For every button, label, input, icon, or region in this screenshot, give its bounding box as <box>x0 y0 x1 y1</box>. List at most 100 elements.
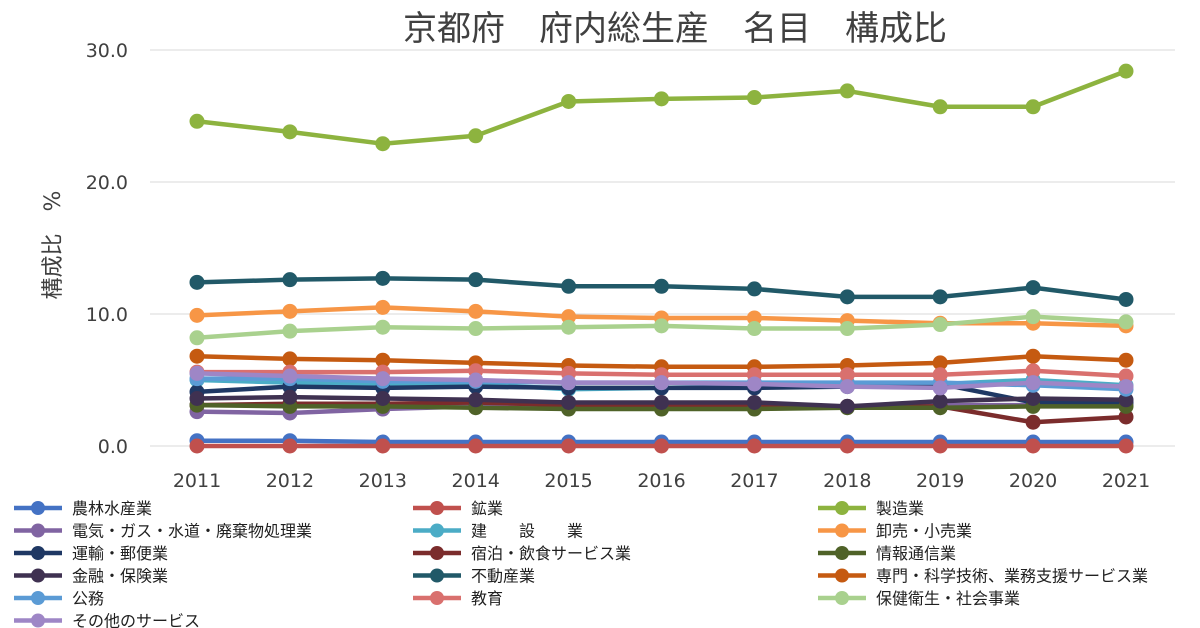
data-point <box>561 438 577 454</box>
legend-item: 卸売・小売業 <box>818 522 972 541</box>
data-point <box>654 278 669 294</box>
data-point <box>1025 280 1041 296</box>
data-point <box>282 303 298 319</box>
x-tick-label: 2018 <box>823 470 871 492</box>
data-point <box>468 392 484 408</box>
y-tick-label: 20.0 <box>86 172 128 194</box>
y-tick-label: 10.0 <box>86 304 128 326</box>
x-tick-label: 2013 <box>359 470 407 492</box>
legend-marker <box>430 546 444 560</box>
series-3 <box>189 63 1134 152</box>
data-point <box>468 128 484 144</box>
legend-label: 不動産業 <box>471 567 535 586</box>
data-point <box>839 321 855 337</box>
data-point <box>1118 379 1134 395</box>
data-point <box>375 270 391 286</box>
legend-label: 農林水産業 <box>72 499 152 518</box>
legend-item: 宿泊・飲食サービス業 <box>413 544 631 563</box>
legend-marker <box>430 501 444 515</box>
legend-item: 建 設 業 <box>413 522 583 541</box>
data-point <box>375 371 391 387</box>
data-point <box>468 372 484 388</box>
data-point <box>746 310 762 326</box>
chart-title: 京都府 府内総生産 名目 構成比 <box>403 9 947 49</box>
legend-marker <box>430 523 444 538</box>
series-2 <box>189 438 1134 454</box>
legend-marker <box>835 523 849 538</box>
data-point <box>1025 99 1041 115</box>
data-point <box>654 438 669 454</box>
legend-item: 不動産業 <box>413 567 535 586</box>
data-point <box>654 375 669 391</box>
data-point <box>375 136 391 152</box>
data-point <box>932 380 948 396</box>
legend-marker <box>835 546 849 560</box>
data-point <box>189 438 205 454</box>
legend-marker <box>31 568 45 583</box>
data-point <box>1025 438 1041 454</box>
series-group <box>189 63 1134 454</box>
data-point <box>282 124 298 140</box>
data-point <box>654 394 669 410</box>
data-point <box>282 351 298 367</box>
data-point <box>932 367 948 383</box>
data-point <box>375 299 391 315</box>
legend-item: 教育 <box>413 589 503 608</box>
y-axis-ticks: 0.0 10.0 20.0 30.0 <box>86 40 128 458</box>
data-point <box>746 376 762 392</box>
x-tick-label: 2019 <box>916 470 964 492</box>
data-point <box>932 289 948 305</box>
data-point <box>746 281 762 297</box>
data-point <box>746 321 762 337</box>
legend-item: 金融・保険業 <box>14 567 168 586</box>
legend-label: 卸売・小売業 <box>876 522 972 541</box>
data-point <box>1025 375 1041 391</box>
data-point <box>1025 309 1041 325</box>
data-point <box>932 355 948 371</box>
legend-item: その他のサービス <box>14 612 200 628</box>
data-point <box>468 438 484 454</box>
data-point <box>189 390 205 406</box>
data-point <box>375 438 391 454</box>
data-point <box>839 398 855 414</box>
data-point <box>375 390 391 406</box>
data-point <box>561 394 577 410</box>
data-point <box>1118 409 1134 425</box>
legend-item: 専門・科学技術、業務支援サービス業 <box>818 567 1148 586</box>
legend-label: 保健衛生・社会事業 <box>876 589 1020 608</box>
legend-item: 情報通信業 <box>818 544 956 563</box>
legend-label: 電気・ガス・水道・廃棄物処理業 <box>72 522 312 541</box>
legend-label: 専門・科学技術、業務支援サービス業 <box>876 567 1148 586</box>
data-point <box>1025 348 1041 364</box>
legend-item: 公務 <box>14 589 104 608</box>
legend-item: 保健衛生・社会事業 <box>818 589 1020 608</box>
x-tick-label: 2021 <box>1102 470 1150 492</box>
x-axis-ticks: 2011 2012 2013 2014 2015 2016 2017 2018 2019 2020… <box>173 470 1150 492</box>
x-tick-label: 2011 <box>173 470 221 492</box>
data-point <box>468 303 484 319</box>
data-point <box>1118 291 1134 307</box>
legend-label: 建 設 業 <box>471 522 583 541</box>
y-tick-label: 0.0 <box>98 436 128 458</box>
x-tick-label: 2015 <box>544 470 592 492</box>
data-point <box>839 438 855 454</box>
data-point <box>654 318 669 334</box>
x-tick-label: 2014 <box>452 470 500 492</box>
series-11 <box>189 270 1134 307</box>
legend-marker <box>31 501 45 515</box>
legend-label: 宿泊・飲食サービス業 <box>471 544 631 563</box>
data-point <box>1118 392 1134 408</box>
data-point <box>189 113 205 129</box>
legend-label: 教育 <box>471 589 503 608</box>
data-point <box>561 375 577 391</box>
data-point <box>282 323 298 339</box>
data-point <box>1118 352 1134 368</box>
y-tick-label: 30.0 <box>86 40 128 62</box>
data-point <box>932 99 948 115</box>
data-point <box>1025 390 1041 406</box>
data-point <box>189 330 205 346</box>
legend-label: 鉱業 <box>471 499 503 518</box>
data-point <box>375 319 391 335</box>
